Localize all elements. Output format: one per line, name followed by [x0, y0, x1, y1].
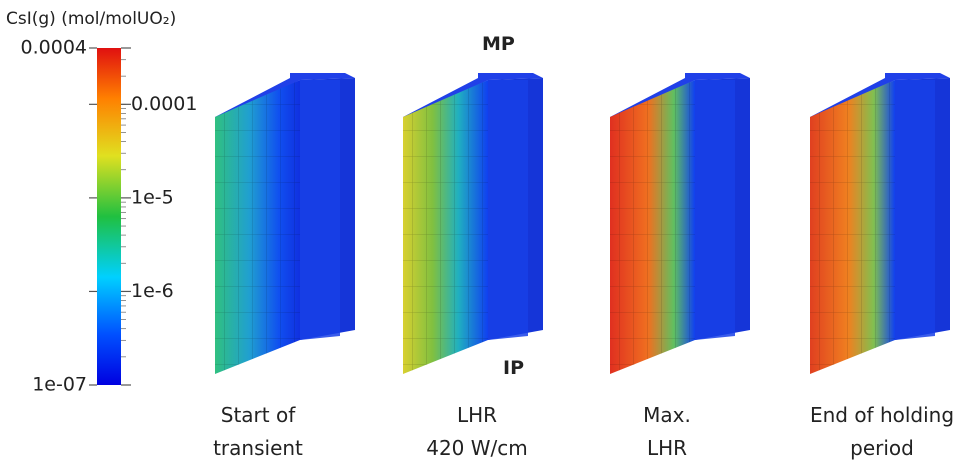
marker-mp: MP	[482, 33, 515, 55]
front-shade	[695, 80, 735, 340]
panel-label: Start of	[221, 403, 296, 427]
front-shade	[488, 80, 528, 340]
front-shade	[895, 80, 935, 340]
mesh-block	[403, 73, 543, 374]
panel-label: LHR	[457, 403, 497, 427]
panel-label: 420 W/cm	[426, 436, 528, 460]
panel-label: End of holding	[810, 403, 954, 427]
panel-label: Max.	[643, 403, 691, 427]
panel-label: period	[850, 436, 914, 460]
panels	[215, 73, 950, 374]
mesh-block	[810, 73, 950, 374]
front-mesh	[810, 80, 895, 374]
panel-label: transient	[213, 436, 303, 460]
front-mesh	[610, 80, 695, 374]
mesh-block	[610, 73, 750, 374]
colorbar-tick-label: 1e-5	[131, 186, 174, 208]
colorbar-ticks: 0.0004 0.0001 1e-5 1e-6 1e-07	[21, 37, 198, 396]
colorbar-title: CsI(g) (mol/molUO₂)	[6, 9, 176, 29]
colorbar-tick-label: 1e-07	[32, 374, 87, 396]
colorbar-tick-label: 0.0001	[131, 93, 197, 115]
mesh-block	[215, 73, 355, 374]
panel-label: LHR	[647, 436, 687, 460]
marker-ip: IP	[503, 357, 524, 379]
colorbar-tick-label: 0.0004	[21, 37, 87, 59]
colorbar	[97, 48, 121, 385]
front-shade	[300, 80, 340, 340]
colorbar-tick-label: 1e-6	[131, 280, 174, 302]
front-mesh	[403, 80, 488, 374]
front-mesh	[215, 80, 300, 374]
